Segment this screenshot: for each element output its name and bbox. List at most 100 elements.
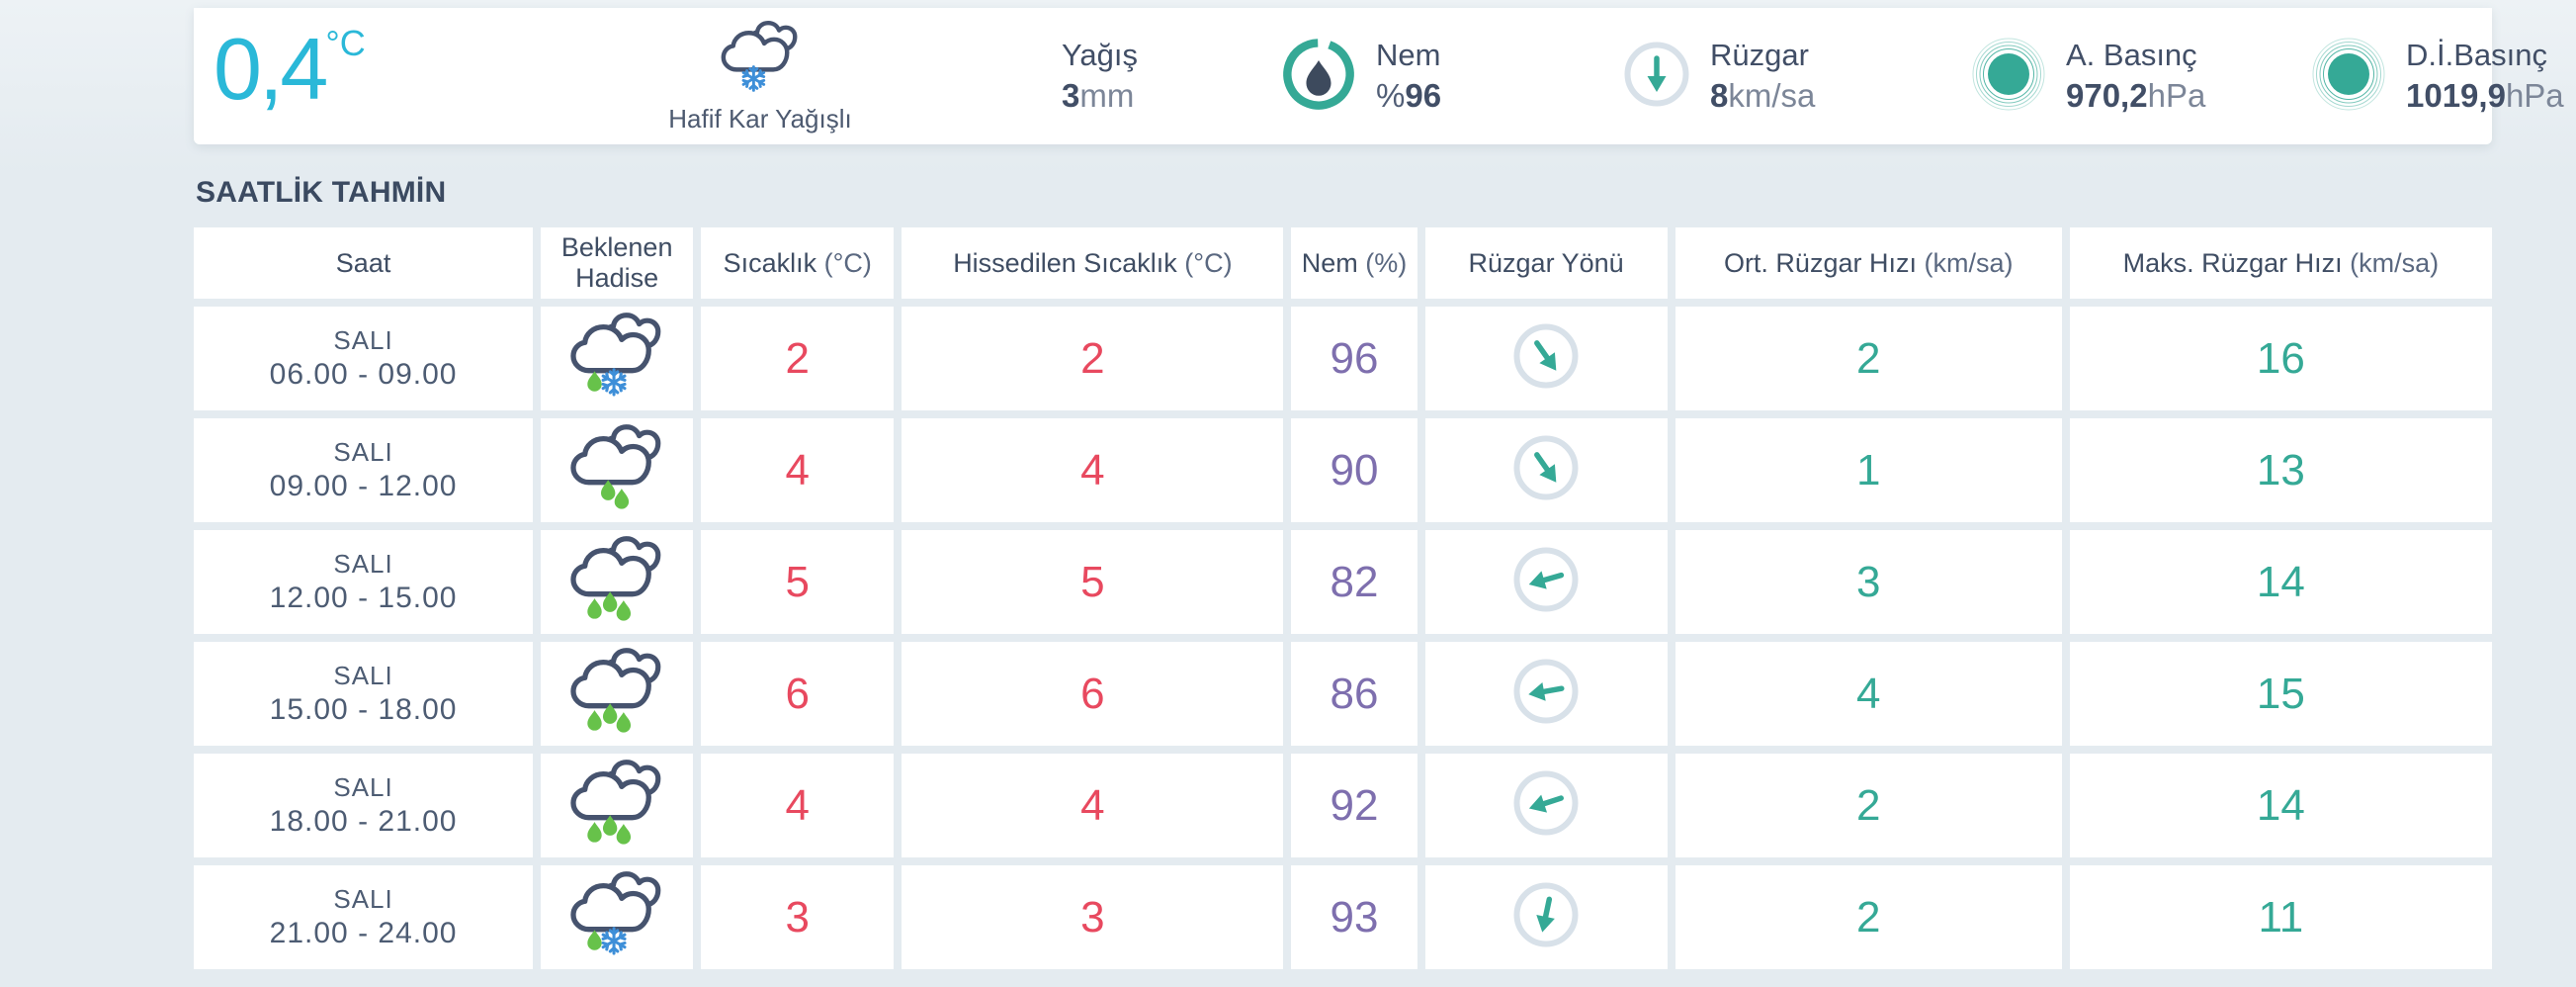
humidity-cell: 86 [1291,642,1417,746]
weather-condition-label: Hafif Kar Yağışlı [668,104,852,134]
max-wind-value: 13 [2256,445,2305,494]
pressure-value: 970,2hPa [2066,77,2206,114]
max-wind-cell: 11 [2069,865,2492,969]
humidity-cell: 93 [1291,865,1417,969]
feels-like-cell: 3 [902,865,1284,969]
humidity-label: Nem [1376,38,1441,72]
wind-direction-cell [1424,754,1668,857]
time-cell: SALI 21.00 - 24.00 [194,865,534,969]
weather-icon-cell [541,307,694,410]
avg-wind-value: 2 [1855,780,1881,830]
feels-like-value: 3 [1080,892,1105,942]
current-temperature: 0,4°C [214,18,366,121]
header-label: Rüzgar Yönü [1468,247,1624,278]
temperature-cell: 4 [701,754,895,857]
weather-icon-cell [541,418,694,522]
header-cell-5: Nem (%) [1291,227,1417,299]
wind-direction-cell [1424,642,1668,746]
header-cell-2: Beklenen Hadise [541,227,694,299]
max-wind-cell: 15 [2069,642,2492,746]
max-wind-cell: 14 [2069,754,2492,857]
header-label: Sıcaklık (°C) [723,247,872,278]
pressure-icon [1969,35,2048,119]
pressure-label: A. Basınç [2066,38,2197,72]
time-range: 18.00 - 21.00 [269,804,458,838]
feels-like-value: 4 [1080,780,1105,830]
feels-like-value: 4 [1080,445,1105,494]
avg-wind-cell: 4 [1674,642,2062,746]
temperature-cell: 2 [701,307,895,410]
wind-direction-arrow-icon [1510,879,1582,955]
avg-wind-cell: 1 [1674,418,2062,522]
sea-level-pressure-icon [2309,35,2388,119]
avg-wind-cell: 3 [1674,530,2062,634]
humidity-value: 92 [1330,780,1379,830]
max-wind-cell: 16 [2069,307,2492,410]
temperature-value: 4 [785,445,810,494]
avg-wind-cell: 2 [1674,307,2062,410]
humidity-cell: 96 [1291,307,1417,410]
metric-pressure: A. Basınç 970,2hPa [1969,8,2205,144]
header-label: Maks. Rüzgar Hızı (km/sa) [2122,247,2440,278]
feels-like-value: 2 [1080,333,1105,383]
temperature-cell: 3 [701,865,895,969]
weather-condition-icon [708,20,813,99]
avg-wind-value: 2 [1855,892,1881,942]
weather-icon-cloud-sleet [568,870,665,964]
avg-wind-value: 3 [1855,557,1881,606]
header-label: Nem (%) [1301,247,1408,278]
metric-precipitation: Yağış 3mm [1062,8,1138,144]
wind-direction-cell [1424,865,1668,969]
header-cell-8: Maks. Rüzgar Hızı (km/sa) [2069,227,2492,299]
forecast-table: Saat Beklenen Hadise Sıcaklık (°C) Hissedil… [194,227,2492,969]
header-cell-7: Ort. Rüzgar Hızı (km/sa) [1674,227,2062,299]
precipitation-label: Yağış [1062,38,1138,72]
time-range: 09.00 - 12.00 [269,469,458,502]
wind-label: Rüzgar [1710,38,1809,72]
wind-direction-cell [1424,418,1668,522]
day-label: SALI [333,324,393,355]
weather-icon-cell [541,865,694,969]
day-label: SALI [333,548,393,579]
max-wind-cell: 13 [2069,418,2492,522]
avg-wind-value: 4 [1855,669,1881,718]
time-range: 15.00 - 18.00 [269,692,458,726]
time-cell: SALI 18.00 - 21.00 [194,754,534,857]
wind-direction-arrow-icon [1510,432,1582,508]
temperature-value: 6 [785,669,810,718]
humidity-gauge-icon [1279,35,1358,119]
humidity-value: 96 [1330,333,1379,383]
day-label: SALI [333,883,393,914]
feels-like-cell: 6 [902,642,1284,746]
temperature-value: 0,4 [214,20,328,118]
weather-icon-cell [541,530,694,634]
avg-wind-cell: 2 [1674,865,2062,969]
wind-direction-arrow-icon [1510,767,1582,844]
metric-wind: Rüzgar 8km/sa [1621,8,1815,144]
precipitation-value: 3mm [1062,77,1135,114]
day-label: SALI [333,771,393,802]
temperature-cell: 5 [701,530,895,634]
current-condition: Hafif Kar Yağışlı [637,20,884,135]
wind-value: 8km/sa [1710,77,1816,114]
wind-direction-cell [1424,530,1668,634]
current-conditions-card: 0,4°C Hafif Kar Yağışlı Yağış 3mm Nem %9… [194,8,2564,144]
max-wind-value: 16 [2256,333,2305,383]
humidity-value: 93 [1330,892,1379,942]
feels-like-value: 5 [1080,557,1105,606]
humidity-value: %96 [1376,77,1442,114]
avg-wind-value: 2 [1855,333,1881,383]
weather-icon-cell [541,642,694,746]
wind-direction-cell [1424,307,1668,410]
max-wind-value: 14 [2256,780,2305,830]
temperature-value: 4 [785,780,810,830]
day-label: SALI [333,436,393,467]
max-wind-value: 11 [2258,892,2304,942]
weather-icon-cloud-sleet [568,312,665,405]
time-cell: SALI 09.00 - 12.00 [194,418,534,522]
header-cell-1: Saat [194,227,534,299]
temperature-value: 5 [785,557,810,606]
avg-wind-cell: 2 [1674,754,2062,857]
max-wind-value: 14 [2256,557,2305,606]
